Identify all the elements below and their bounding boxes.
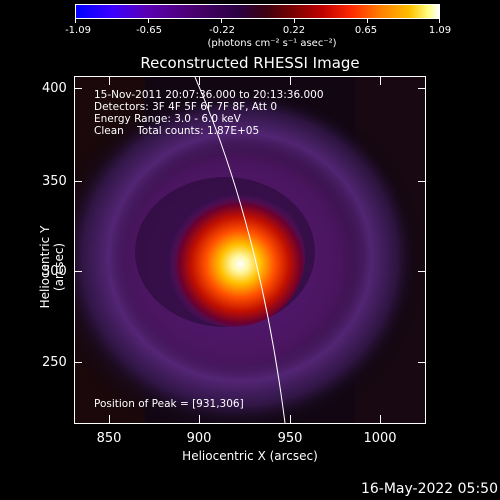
x-tick — [109, 415, 110, 424]
solar-limb-line — [194, 77, 286, 423]
y-tick — [418, 271, 426, 272]
colorbar-label: -0.65 — [136, 25, 162, 36]
image-canvas — [75, 77, 425, 423]
colorbar-tick — [367, 19, 368, 23]
x-tick-label: 950 — [277, 431, 303, 446]
x-tick — [199, 415, 200, 424]
colorbar-units: (photons cm⁻² s⁻¹ asec⁻²) — [207, 38, 337, 49]
colorbar-tick — [439, 19, 440, 23]
colorbar — [75, 4, 440, 19]
x-tick — [290, 415, 291, 424]
colorbar-label: -0.22 — [209, 25, 235, 36]
rhessi-image — [74, 76, 426, 424]
colorbar-label: 0.65 — [354, 25, 378, 36]
energy-range: Energy Range: 3.0 - 6.0 keV — [94, 113, 241, 125]
detectors: Detectors: 3F 4F 5F 6F 7F 8F, Att 0 — [94, 101, 278, 113]
colorbar-label: -1.09 — [65, 25, 91, 36]
y-tick — [74, 362, 82, 363]
y-tick — [74, 181, 82, 182]
colorbar-tick — [148, 19, 149, 23]
x-tick-label: 850 — [96, 431, 122, 446]
colorbar-tick — [75, 19, 76, 23]
y-tick — [74, 271, 82, 272]
x-tick — [380, 415, 381, 424]
colorbar-tick — [294, 19, 295, 23]
colorbar-tick — [221, 19, 222, 23]
time-range: 15-Nov-2011 20:07:36.000 to 20:13:36.000 — [94, 89, 324, 101]
peak-position: Position of Peak = [931,306] — [94, 398, 244, 410]
y-tick-label: 300 — [42, 264, 67, 279]
clean-total-counts: Clean Total counts: 1.87E+05 — [94, 125, 260, 137]
y-tick — [418, 88, 426, 89]
timestamp: 16-May-2022 05:50 — [360, 481, 498, 497]
y-tick — [418, 362, 426, 363]
y-tick-label: 350 — [42, 174, 67, 189]
plot-title: Reconstructed RHESSI Image — [140, 54, 360, 72]
x-tick-label: 1000 — [363, 431, 397, 446]
y-tick — [418, 181, 426, 182]
colorbar-label: 1.09 — [428, 25, 452, 36]
x-tick — [290, 76, 291, 85]
y-tick — [74, 88, 82, 89]
x-axis-title: Heliocentric X (arcsec) — [182, 449, 318, 463]
y-tick-label: 250 — [42, 355, 67, 370]
y-tick-label: 400 — [42, 81, 67, 96]
y-axis-title: Heliocentric Y (arcsec) — [38, 225, 66, 309]
x-tick — [380, 76, 381, 85]
colorbar-label: 0.22 — [282, 25, 306, 36]
x-tick — [109, 76, 110, 85]
x-tick — [199, 76, 200, 85]
x-tick-label: 900 — [186, 431, 212, 446]
